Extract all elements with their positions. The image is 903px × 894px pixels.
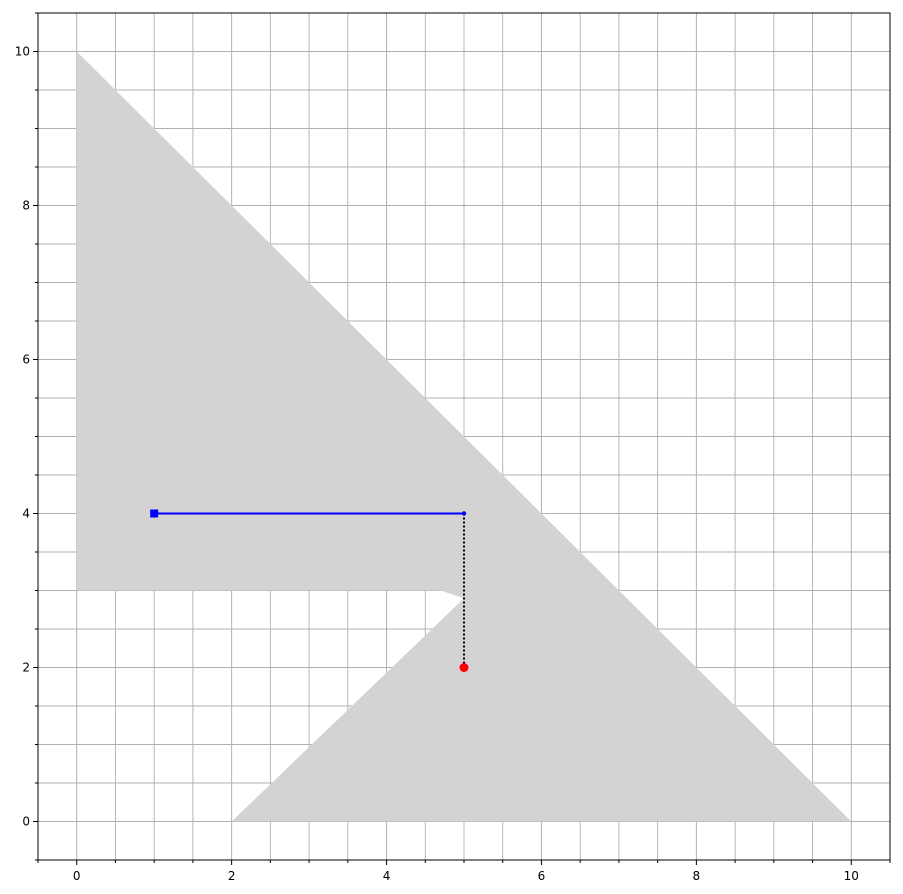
shaded-region: [76, 51, 852, 822]
x-tick-label: 8: [693, 869, 701, 883]
end-dot-marker: [461, 511, 467, 516]
x-tick-label: 10: [844, 869, 859, 883]
marker-layer: [150, 509, 469, 672]
x-tick-label: 2: [228, 869, 236, 883]
shaded-polygon: [76, 51, 852, 822]
y-tick-label: 0: [22, 815, 30, 829]
y-tick-label: 10: [15, 45, 30, 59]
axis-ticks: 0 0 2 2 4 4 6 6 8 8 10 10: [15, 12, 891, 883]
x-tick-label: 6: [538, 869, 546, 883]
y-tick-label: 6: [22, 353, 30, 367]
y-tick-label: 2: [22, 661, 30, 675]
start-square-marker: [150, 509, 159, 518]
x-tick-label: 4: [383, 869, 391, 883]
y-tick-label: 8: [22, 199, 30, 213]
red-point-marker: [459, 663, 469, 672]
series-layer: [154, 512, 465, 668]
x-tick-label: 0: [73, 869, 81, 883]
y-tick-label: 4: [22, 507, 30, 521]
